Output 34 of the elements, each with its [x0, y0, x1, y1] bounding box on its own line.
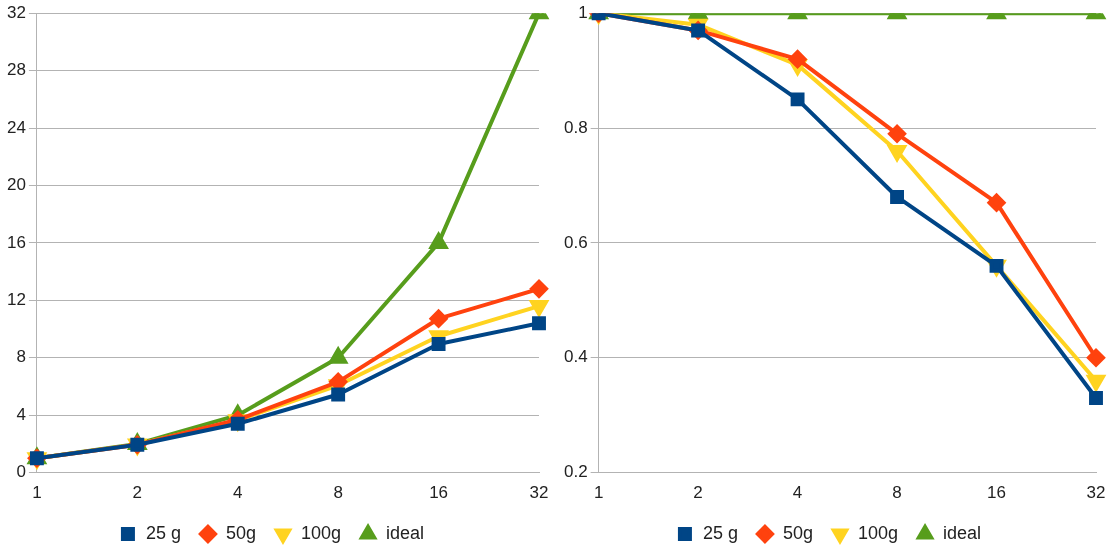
x-tick-label: 4: [792, 483, 803, 503]
legend-label: 50g: [225, 522, 257, 543]
legend-label: ideal: [386, 522, 425, 543]
y-tick-label: 8: [16, 347, 26, 367]
x-tick-label: 1: [32, 483, 42, 503]
x-tick-label: 8: [333, 483, 343, 503]
y-tick-label: 28: [6, 60, 26, 80]
y-tick-label: 0.4: [563, 347, 588, 367]
y-tick-label: 0.6: [563, 232, 588, 252]
legend-label: ideal: [943, 522, 982, 543]
legend-label: 25 g: [702, 522, 738, 543]
x-tick-label: 16: [429, 483, 449, 503]
y-tick-label: 12: [6, 290, 26, 310]
x-tick-label: 1: [593, 483, 604, 503]
x-tick-label: 8: [892, 483, 902, 503]
x-tick-label: 4: [233, 483, 243, 503]
y-tick-label: 1: [578, 2, 588, 22]
legend-label: 50g: [782, 522, 814, 543]
legend-label: 100g: [301, 522, 342, 543]
y-tick-label: 4: [16, 404, 26, 424]
x-tick-label: 32: [529, 483, 549, 503]
x-tick-label: 2: [132, 483, 143, 503]
legend-label: 25 g: [145, 522, 181, 543]
y-tick-label: 20: [6, 175, 26, 195]
x-tick-label: 16: [987, 483, 1006, 503]
x-tick-label: 32: [1086, 483, 1106, 503]
legend-label: 100g: [858, 522, 899, 543]
y-tick-label: 0: [16, 462, 26, 482]
x-tick-label: 2: [693, 483, 703, 503]
y-tick-label: 16: [6, 232, 26, 252]
y-tick-label: 0.8: [563, 117, 588, 137]
y-tick-label: 32: [6, 2, 26, 22]
y-tick-label: 24: [6, 117, 26, 137]
y-tick-label: 0.2: [563, 462, 588, 482]
